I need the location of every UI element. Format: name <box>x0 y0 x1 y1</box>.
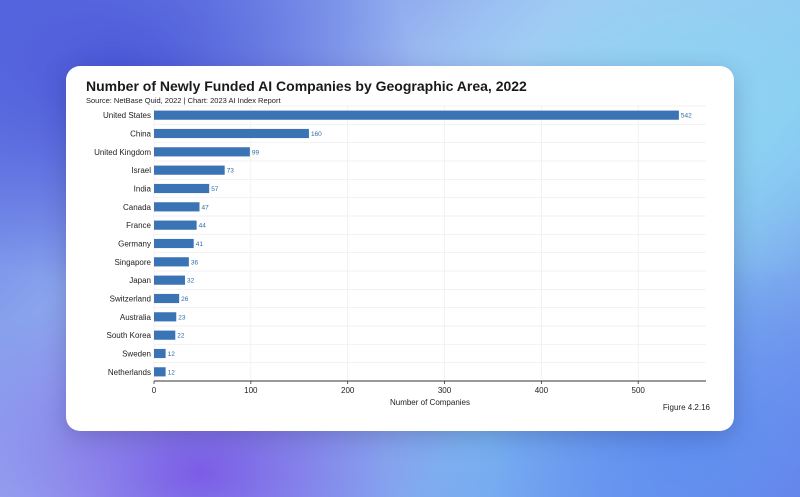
bar <box>154 330 176 340</box>
bar <box>154 312 177 322</box>
category-label: Netherlands <box>108 368 151 377</box>
category-label: Japan <box>129 276 151 285</box>
category-label: France <box>126 221 151 230</box>
x-axis-title: Number of Companies <box>390 398 470 407</box>
x-tick-label: 400 <box>535 386 549 395</box>
category-label: Israel <box>131 166 151 175</box>
value-label: 26 <box>181 296 189 303</box>
figure-label: Figure 4.2.16 <box>662 403 710 412</box>
value-label: 12 <box>168 369 176 376</box>
bar <box>154 147 250 157</box>
chart-title: Number of Newly Funded AI Companies by G… <box>86 78 527 94</box>
value-label: 23 <box>178 314 186 321</box>
x-tick-label: 300 <box>438 386 452 395</box>
chart-source: Source: NetBase Quid, 2022 | Chart: 2023… <box>86 96 281 105</box>
value-label: 542 <box>681 113 692 120</box>
bars: United States 542 China 160 United Kingdom 99… <box>94 110 692 377</box>
bar <box>154 293 180 304</box>
bar <box>154 183 210 194</box>
value-label: 47 <box>202 204 210 211</box>
value-label: 22 <box>177 333 185 340</box>
bar <box>154 110 679 120</box>
x-axis: 0 100 200 300 400 500 <box>152 380 706 395</box>
value-label: 99 <box>252 149 260 156</box>
value-label: 160 <box>311 131 322 138</box>
bar <box>154 257 189 267</box>
x-tick-label: 200 <box>341 386 355 395</box>
category-label: Australia <box>120 313 152 322</box>
bar-chart: United States 542 China 160 United Kingdom 99… <box>94 105 706 407</box>
value-label: 57 <box>211 186 219 193</box>
x-tick-label: 0 <box>152 386 157 395</box>
chart-card: Number of Newly Funded AI Companies by G… <box>66 66 734 431</box>
category-label: Canada <box>123 203 152 212</box>
bar <box>154 165 225 175</box>
bar <box>154 202 200 212</box>
bar <box>154 367 166 377</box>
category-label: United States <box>103 111 151 120</box>
x-tick-label: 100 <box>244 386 258 395</box>
category-label: Switzerland <box>110 295 151 304</box>
value-label: 36 <box>191 259 199 266</box>
bar <box>154 275 185 285</box>
x-tick-label: 500 <box>632 386 646 395</box>
bar <box>154 220 197 230</box>
value-label: 73 <box>227 168 235 175</box>
category-label: Singapore <box>115 258 152 267</box>
category-label: United Kingdom <box>94 148 151 157</box>
category-label: Sweden <box>122 350 151 359</box>
bar <box>154 128 309 139</box>
category-label: India <box>134 185 152 194</box>
bar <box>154 238 194 249</box>
category-label: China <box>130 130 151 139</box>
category-label: South Korea <box>107 331 152 340</box>
value-label: 41 <box>196 241 204 248</box>
value-label: 44 <box>199 223 207 230</box>
category-label: Germany <box>118 240 151 249</box>
bar <box>154 348 166 359</box>
value-label: 12 <box>168 351 176 358</box>
value-label: 32 <box>187 278 195 285</box>
